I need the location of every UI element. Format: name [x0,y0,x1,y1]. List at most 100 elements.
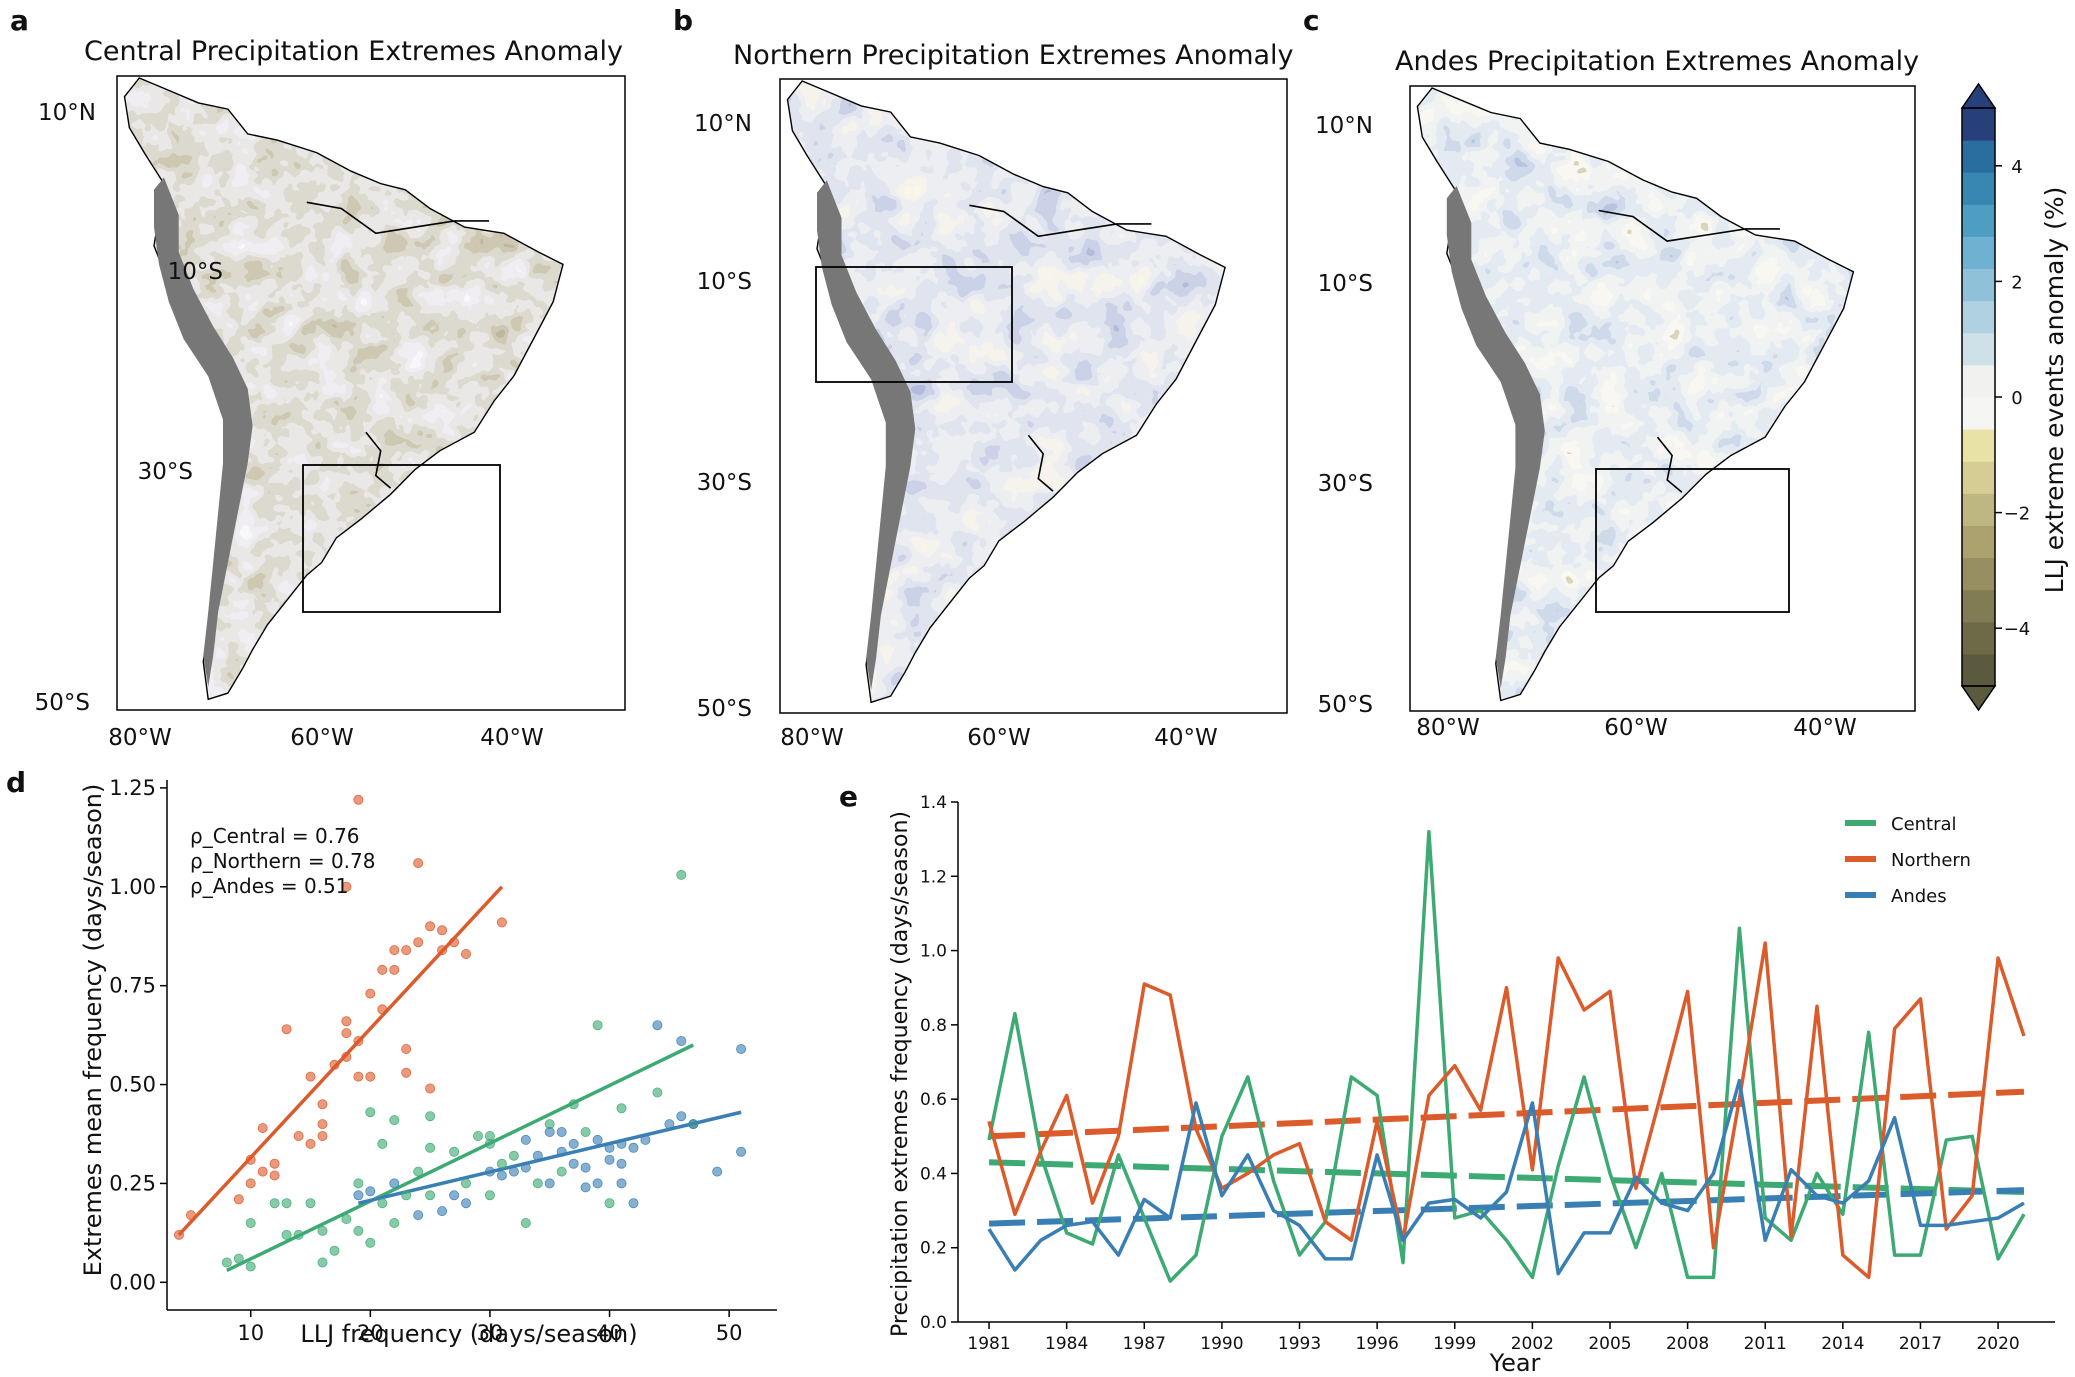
map-panel-central: a Central Precipitation Extremes Anomaly… [10,4,626,751]
x-tick-label: 1993 [1278,1334,1321,1354]
scatter-point-central [604,1198,615,1209]
latitude-label: 50°S [35,690,90,716]
colorbar-cell [1962,653,1995,687]
region-box-andes [1595,468,1790,613]
trend-line-andes [988,1187,2025,1227]
scatter-point-central [484,1138,495,1149]
panel-letter-a: a [10,4,29,37]
x-tick-label: 20 [357,1321,384,1345]
panel-letter-d: d [6,766,26,799]
country-border [1027,434,1054,492]
x-tick-label: 30 [477,1321,504,1345]
scatter-point-central [556,1166,567,1177]
scatter-point-central [365,1237,376,1248]
x-tick-label: 1990 [1200,1334,1243,1354]
series-line-northern [987,941,2026,1280]
longitude-label: 60°W [1604,715,1668,741]
colorbar-cell [1962,236,1995,269]
series-line-andes [987,1078,2025,1276]
latitude-label: 50°S [1318,692,1373,718]
latitude-labels: 10°N 10°S 30°S 50°S [35,100,223,716]
scatter-axes: 10 20 30 40 50 0.00 0.25 0.50 0.75 1.00 1.25 [109,776,777,1345]
latitude-label: 30°S [1318,471,1373,497]
correlation-annotations: ρ_Central = 0.76ρ_Northern = 0.78ρ_Andes… [190,824,376,898]
scatter-point-central [401,1190,412,1201]
colorbar-tick-label: 0 [2011,388,2022,409]
y-tick-label: 0.6 [920,1090,947,1110]
latitude-label: 10°S [1318,271,1373,297]
scatter-point-andes [676,1036,687,1047]
scatter-point-andes [592,1178,603,1189]
scatter-point-northern [401,945,412,956]
scatter-point-northern [413,937,424,948]
scatter-point-northern [353,794,364,805]
scatter-point-andes [556,1127,567,1138]
colorbar-cell [1962,493,1995,526]
x-tick-label: 10 [237,1321,264,1345]
fit-line-northern [177,885,504,1237]
scatter-fit-lines [177,885,742,1273]
colorbar-cell [1962,364,1995,398]
scatter-point-central [520,1218,531,1229]
latitude-label: 10°S [168,259,223,285]
scatter-point-northern [269,1158,280,1169]
scatter-point-central [281,1198,292,1209]
map-title-central: Central Precipitation Extremes Anomaly [84,36,623,67]
andes-mask [817,180,916,690]
scatter-point-andes [616,1158,627,1169]
scatter-point-northern [233,1194,244,1205]
scatter-point-northern [269,1170,280,1181]
scatter-point-northern [401,1044,412,1055]
x-tick-label: 2005 [1588,1334,1631,1354]
colorbar-label: LLJ extreme events anomaly (%) [2040,187,2069,594]
x-tick-label: 40 [596,1321,623,1345]
scatter-point-central [496,1158,507,1169]
scatter-point-northern [341,1051,352,1062]
colorbar-tick-label: 2 [2011,272,2022,293]
scatter-point-northern [341,1016,352,1027]
scatter-point-northern [353,1036,364,1047]
map-title-andes: Andes Precipitation Extremes Anomaly [1395,46,1919,77]
scatter-point-andes [616,1138,627,1149]
scatter-point-central [413,1166,424,1177]
scatter-point-central [377,1138,388,1149]
x-tick-label: 2008 [1666,1334,1709,1354]
scatter-point-andes [496,1170,507,1181]
scatter-point-central [460,1178,471,1189]
andes-mask [154,177,253,687]
y-tick-label: 0.0 [920,1313,947,1333]
scatter-point-andes [736,1146,747,1157]
trend-line-northern [988,1088,2025,1140]
x-tick-label: 1987 [1123,1334,1166,1354]
scatter-point-northern [317,1099,328,1110]
scatter-point-northern [496,917,507,928]
timeseries-lines [987,829,2026,1283]
colorbar-cell [1962,268,1995,302]
scatter-point-northern [437,925,448,936]
longitude-label: 60°W [967,725,1031,751]
longitude-label: 60°W [290,725,354,751]
scatter-point-central [317,1257,328,1268]
scatter-point-central [389,1218,400,1229]
scatter-point-northern [293,1131,304,1142]
x-tick-label: 1981 [967,1334,1010,1354]
scatter-panel: d 10 20 30 40 50 0.00 0.25 0.50 0.75 1.00 1.25 ρ_C… [6,766,777,1348]
scatter-point-central [508,1150,519,1161]
scatter-point-andes [544,1178,555,1189]
timeseries-legend: Central Northern Andes [1845,814,1971,907]
y-tick-label: 0.4 [920,1164,947,1184]
scatter-point-andes [556,1146,567,1157]
latitude-label: 10°N [38,100,96,126]
scatter-point-northern [305,1138,316,1149]
longitude-label: 40°W [1793,715,1857,741]
scatter-point-northern [257,1123,268,1134]
fit-line-central [226,1043,695,1273]
legend-label-andes: Andes [1891,886,1947,907]
latitude-label: 30°S [138,459,193,485]
latitude-label: 50°S [697,696,752,722]
panel-letter-c: c [1303,4,1320,37]
latitude-label: 10°S [697,269,752,295]
scatter-point-northern [245,1178,256,1189]
colorbar-cell [1962,204,1995,237]
scatter-point-northern [317,1119,328,1130]
